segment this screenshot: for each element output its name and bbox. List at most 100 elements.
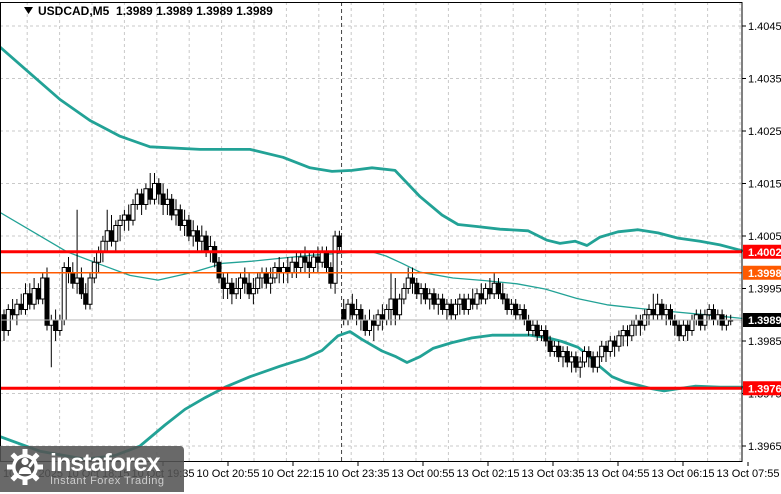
candle <box>620 325 626 347</box>
candle <box>354 299 360 326</box>
candle <box>173 199 179 226</box>
candle-body-up <box>173 209 179 216</box>
candle <box>143 183 149 210</box>
candle <box>212 241 218 268</box>
candle-body-down <box>147 188 153 200</box>
symbol-marker-triangle-icon <box>4 0 34 32</box>
y-axis-label: 1.4045 <box>748 21 781 33</box>
y-axis-label: 1.4005 <box>748 231 781 243</box>
candle <box>164 188 170 215</box>
candle <box>410 267 415 294</box>
candle <box>689 314 695 336</box>
candle-body-up <box>113 225 119 242</box>
candle <box>332 230 338 294</box>
candle <box>582 346 587 368</box>
candle-body-up <box>100 240 106 253</box>
candle <box>44 267 50 331</box>
candle-body-down <box>496 282 501 295</box>
candle <box>629 320 635 341</box>
x-axis-label: 10 Oct 22:15 <box>262 468 325 480</box>
candle <box>298 251 304 273</box>
candle <box>362 314 368 336</box>
candle-body-down <box>246 282 252 295</box>
candle-body-down <box>590 356 596 368</box>
candle <box>418 283 424 305</box>
candle-body-down <box>504 298 510 310</box>
candle <box>560 346 566 368</box>
candle <box>637 314 643 336</box>
bollinger-upper-band <box>0 45 744 253</box>
candle-body-down <box>220 277 226 289</box>
candle-body-up <box>104 230 110 242</box>
instaforex-gear-logo-icon <box>5 446 47 493</box>
candle-body-down <box>685 324 691 331</box>
candle <box>263 267 269 289</box>
candle-body-down <box>448 303 454 316</box>
candle-body-down <box>547 340 553 352</box>
candle <box>1 309 7 341</box>
candle <box>706 304 712 320</box>
candle-body-down <box>336 235 342 247</box>
candle-body-down <box>44 277 50 326</box>
candle <box>474 288 480 310</box>
candle-body-down <box>263 272 269 284</box>
candle-body-down <box>586 351 592 358</box>
candle-body-up <box>633 319 639 326</box>
candle-body-up <box>483 288 489 300</box>
candle-body-down <box>212 246 218 263</box>
x-axis-label: 13 Oct 06:15 <box>652 468 715 480</box>
ohlc-quotes-label: 1.3989 1.3989 1.3989 1.3989 <box>116 4 273 18</box>
candle-body-down <box>431 293 437 305</box>
candle-body-down <box>242 277 248 284</box>
candle <box>543 325 549 347</box>
candle-body-down <box>83 293 89 305</box>
candle-body-up <box>427 293 433 300</box>
candle <box>195 225 200 252</box>
candle <box>109 215 114 247</box>
candle <box>289 257 295 278</box>
watermark-brand-text: instaforex <box>50 449 160 477</box>
candle-body-down <box>70 272 76 284</box>
candle-body-down <box>379 314 385 321</box>
candle-body-up <box>121 214 127 221</box>
candle-body-down <box>461 298 467 310</box>
candle <box>663 304 669 326</box>
candle-body-up <box>238 277 243 289</box>
candle-body-up <box>14 303 20 316</box>
candle <box>401 283 407 305</box>
y-axis-labels[interactable]: 1.4045 1.4035 1.4025 1.4015 1.4005 1.3995 1.39… <box>742 21 781 453</box>
candle-body-down <box>470 298 476 305</box>
candle <box>680 320 686 341</box>
candle <box>612 335 618 357</box>
candle-body-down <box>324 251 329 268</box>
candle-body-up <box>560 351 566 358</box>
candle <box>61 262 67 326</box>
candle-body-down <box>676 324 682 337</box>
candle-body-up <box>594 356 600 368</box>
candle-body-down <box>341 309 347 321</box>
candle <box>655 293 661 320</box>
candle-body-up <box>582 351 587 363</box>
candle-body-up <box>435 298 441 305</box>
candle <box>616 330 622 352</box>
candle <box>190 220 196 247</box>
candle-body-up <box>397 298 403 316</box>
candle <box>508 299 514 315</box>
candle <box>392 278 398 326</box>
candle <box>121 209 127 231</box>
candle <box>397 293 403 320</box>
candle-body-up <box>444 303 450 310</box>
candle-body-down <box>78 277 84 295</box>
candle-body-up <box>569 356 575 363</box>
candle <box>573 351 579 373</box>
candle-body-up <box>311 256 317 268</box>
broker-watermark: instaforex Instant Forex Trading <box>0 446 184 492</box>
candle-body-down <box>650 309 656 316</box>
candle <box>564 346 570 368</box>
candle <box>513 299 519 320</box>
x-axis-label: 13 Oct 04:55 <box>587 468 650 480</box>
candle <box>659 299 665 320</box>
chart-title: USDCAD,M5 1.3989 1.3989 1.3989 1.3989 <box>4 4 273 18</box>
